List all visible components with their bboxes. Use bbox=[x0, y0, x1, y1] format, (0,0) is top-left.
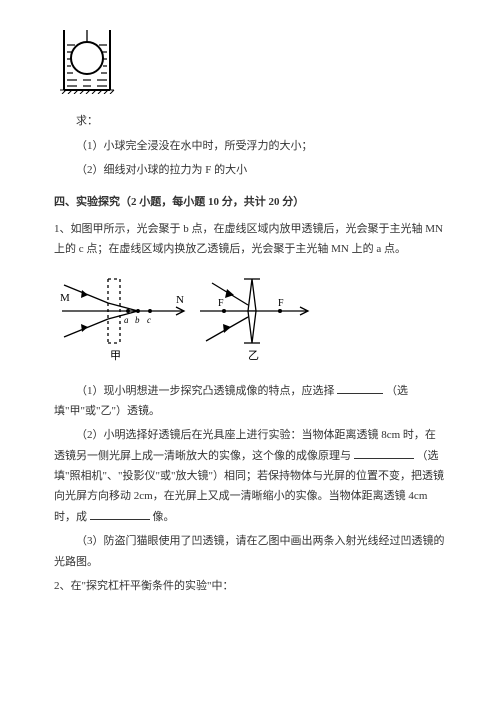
label-a: a bbox=[124, 315, 129, 325]
blank-1[interactable] bbox=[337, 383, 383, 394]
diagram-lens-rays: M N a b c 甲 bbox=[58, 271, 446, 370]
question-2: （2）细线对小球的拉力为 F 的大小 bbox=[54, 160, 446, 180]
problem-1-sub3: （3）防盗门猫眼使用了凹透镜，请在乙图中画出两条入射光线经过凹透镜的光路图。 bbox=[54, 531, 446, 572]
question-1: （1）小球完全浸没在水中时，所受浮力的大小； bbox=[54, 136, 446, 156]
diagram-ball-in-water bbox=[58, 28, 446, 101]
label-M: M bbox=[60, 292, 70, 304]
label-c: c bbox=[147, 315, 151, 325]
section-4-title: 四、实验探究（2 小题，每小题 10 分，共计 20 分） bbox=[54, 192, 446, 212]
blank-3[interactable] bbox=[90, 509, 150, 520]
label-F1: F bbox=[218, 298, 224, 309]
problem-2: 2、在"探究杠杆平衡条件的实验"中： bbox=[54, 576, 446, 596]
problem-1-intro: 1、如图甲所示，光会聚于 b 点，在虚线区域内放甲透镜后，光会聚于主光轴 MN … bbox=[54, 219, 446, 260]
blank-2[interactable] bbox=[354, 448, 414, 459]
problem-1-sub1: （1）现小明想进一步探究凸透镜成像的特点，应选择 （选填"甲"或"乙"）透镜。 bbox=[54, 381, 446, 422]
label-b: b bbox=[135, 315, 140, 325]
p1-2c-text: 像。 bbox=[153, 511, 175, 523]
label-F2: F bbox=[278, 298, 284, 309]
label-N: N bbox=[176, 294, 184, 306]
problem-1-sub2: （2）小明选择好透镜后在光具座上进行实验：当物体距离透镜 8cm 时，在透镜另一… bbox=[54, 425, 446, 527]
label-jia: 甲 bbox=[110, 350, 121, 362]
label-yi: 乙 bbox=[248, 349, 259, 362]
p1-1a-text: （1）现小明想进一步探究凸透镜成像的特点，应选择 bbox=[76, 385, 335, 397]
question-prefix: 求： bbox=[54, 111, 446, 131]
